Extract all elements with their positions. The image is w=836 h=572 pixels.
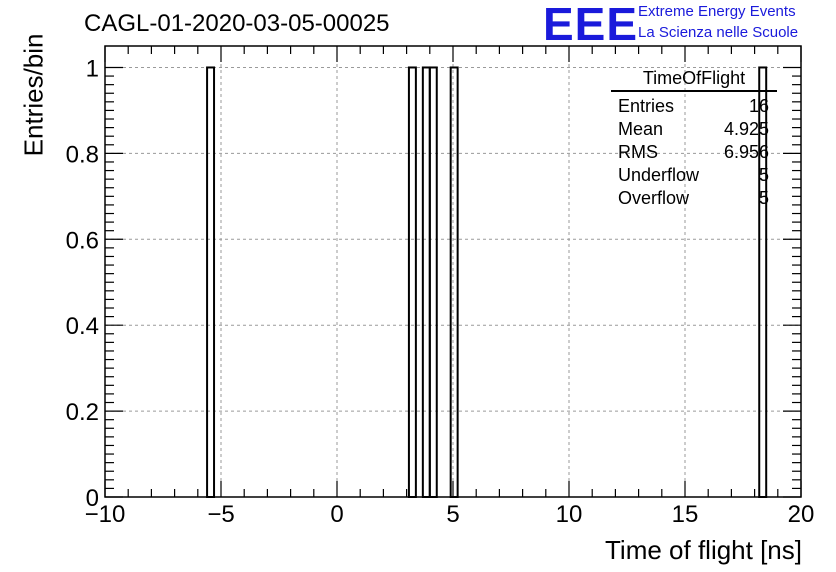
stats-value: 6.956 <box>723 142 769 162</box>
x-tick-label: 20 <box>788 501 815 528</box>
stats-value: 5 <box>758 165 769 185</box>
stats-row-underflow: Underflow 5 <box>611 164 777 187</box>
stats-value: 16 <box>748 96 769 116</box>
x-tick-label: 0 <box>330 501 343 528</box>
x-tick-label: −5 <box>207 501 234 528</box>
stats-label: Overflow <box>618 188 690 208</box>
y-tick-label: 0.6 <box>66 227 99 254</box>
stats-title: TimeOfFlight <box>611 68 777 92</box>
eee-logo-text: EEE <box>543 0 639 50</box>
histogram-bin <box>449 66 459 498</box>
stats-label: Underflow <box>618 165 700 185</box>
stats-row-entries: Entries 16 <box>611 95 777 118</box>
y-tick-label: 0.2 <box>66 399 99 426</box>
brand-line-1: Extreme Energy Events <box>638 3 796 20</box>
histogram-bin <box>206 66 216 498</box>
x-tick-label: −10 <box>85 501 126 528</box>
y-tick-label: 0.4 <box>66 313 99 340</box>
x-tick-label: 5 <box>446 501 459 528</box>
stats-value: 5 <box>758 188 769 208</box>
histogram-bin <box>407 66 417 498</box>
y-axis-label: Entries/bin <box>18 33 49 157</box>
histogram-bin <box>428 66 438 498</box>
stats-box: TimeOfFlight Entries 16 Mean 4.925 RMS 6… <box>611 68 777 210</box>
stats-row-mean: Mean 4.925 <box>611 118 777 141</box>
stats-row-rms: RMS 6.956 <box>611 141 777 164</box>
stats-value: 4.925 <box>723 119 769 139</box>
x-tick-label: 15 <box>672 501 699 528</box>
x-tick-label: 10 <box>556 501 583 528</box>
stats-label: RMS <box>618 142 658 162</box>
y-tick-label: 1 <box>86 55 99 82</box>
stats-row-overflow: Overflow 5 <box>611 187 777 210</box>
brand-line-2: La Scienza nelle Scuole <box>638 24 799 41</box>
histogram-bin <box>421 66 431 498</box>
plot-title: CAGL-01-2020-03-05-00025 <box>84 10 390 37</box>
y-tick-label: 0 <box>86 485 99 512</box>
y-tick-label: 0.8 <box>66 141 99 168</box>
stats-label: Mean <box>618 119 664 139</box>
x-axis-label: Time of flight [ns] <box>605 535 802 565</box>
stats-label: Entries <box>618 96 675 116</box>
